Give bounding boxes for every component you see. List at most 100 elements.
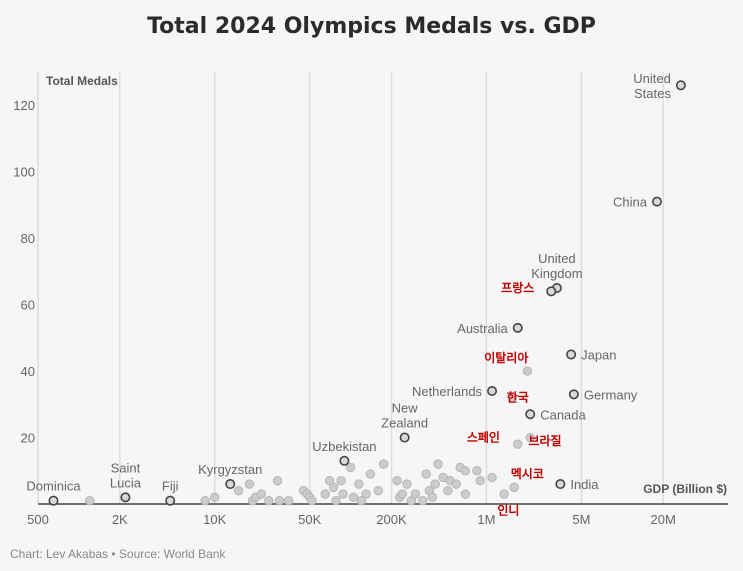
country-point [430, 479, 440, 489]
country-label: Germany [584, 387, 638, 402]
country-label: Japan [581, 347, 616, 362]
labeled-country-point [546, 286, 557, 297]
highlight-label: 프랑스 [501, 281, 534, 295]
country-point [513, 439, 523, 449]
data-points [48, 80, 686, 506]
labeled-country-point [525, 409, 536, 420]
labeled-country-point [566, 349, 577, 360]
country-point [410, 489, 421, 499]
highlight-label: 브라질 [528, 433, 561, 448]
point-labels: United States China United Kingdom Australia J… [26, 71, 671, 518]
x-tick-label: 50K [298, 512, 321, 527]
x-tick-label: 200K [376, 512, 407, 527]
country-point [378, 459, 389, 469]
country-point [418, 495, 428, 506]
country-point [460, 489, 471, 499]
country-label: Australia [457, 321, 508, 336]
country-point [487, 472, 497, 483]
country-point [373, 486, 384, 496]
country-point [331, 495, 341, 506]
x-axis-title: GDP (Billion $) [643, 482, 727, 496]
country-label: Canada [540, 407, 586, 422]
country-point [272, 476, 283, 486]
country-point [244, 479, 255, 489]
x-tick-label: 10K [203, 512, 226, 527]
country-label: China [613, 195, 648, 210]
country-label: Uzbekistan [312, 439, 376, 454]
country-point [336, 476, 346, 486]
country-point [507, 392, 517, 403]
country-point [402, 479, 412, 489]
country-label: Netherlands [412, 384, 483, 399]
country-point [348, 492, 359, 503]
country-point [499, 489, 509, 499]
chart-title: Total 2024 Olympics Medals vs. GDP [147, 14, 596, 39]
country-label: United Kingdom [531, 251, 582, 281]
labeled-country-point [568, 389, 579, 400]
country-point [307, 495, 317, 506]
labeled-country-point [555, 479, 566, 490]
country-point [472, 466, 482, 476]
country-point [264, 495, 274, 506]
country-point [324, 476, 335, 486]
country-point [338, 489, 348, 499]
labeled-country-point [48, 495, 59, 506]
country-point [328, 482, 339, 493]
country-point [406, 495, 417, 506]
country-point [451, 479, 462, 489]
country-point [274, 495, 285, 506]
y-tick-label: 60 [21, 298, 35, 313]
country-point [433, 459, 443, 469]
country-label: New Zealand [381, 401, 428, 431]
labeled-country-point [675, 80, 686, 91]
country-point [356, 495, 367, 506]
labeled-country-point [487, 386, 498, 397]
country-label: Dominica [26, 479, 81, 494]
labeled-country-point [512, 322, 523, 333]
x-tick-label: 2K [112, 512, 128, 527]
x-tick-label: 500 [27, 512, 49, 527]
labeled-country-point [399, 432, 410, 443]
country-label: Fiji [162, 479, 179, 494]
country-point [443, 486, 453, 496]
y-tick-label: 80 [21, 231, 35, 246]
country-point [397, 489, 407, 499]
highlight-label: 이탈리아 [484, 350, 528, 365]
country-point [365, 469, 376, 479]
country-point [509, 482, 519, 493]
country-point [460, 466, 471, 476]
country-point [392, 476, 402, 486]
y-tick-label: 40 [21, 364, 35, 379]
country-label: Saint Lucia [110, 460, 142, 490]
country-point [320, 489, 330, 499]
highlight-label: 멕시코 [511, 466, 544, 481]
x-tick-label: 20M [651, 512, 676, 527]
country-point [525, 432, 535, 443]
y-tick-label: 100 [13, 165, 35, 180]
axis-ticks: 500 2K 10K 50K 200K 1M 5M 20M 20 40 60 80 100 120 [13, 98, 676, 527]
highlight-label: 인니 [497, 503, 519, 518]
y-tick-label: 120 [13, 98, 35, 113]
highlight-label: 한국 [507, 390, 529, 405]
labeled-country-point [339, 455, 350, 466]
chart-footer: Chart: Lev Akabas • Source: World Bank [10, 547, 226, 561]
y-axis-title: Total Medals [46, 74, 118, 88]
country-point [200, 495, 210, 506]
country-point [256, 489, 266, 499]
country-point [345, 462, 356, 473]
labeled-country-point [120, 492, 131, 503]
country-point [210, 492, 220, 503]
country-point [361, 489, 371, 499]
country-label: Kyrgyzstan [198, 462, 262, 477]
labeled-country-point [165, 495, 176, 506]
country-point [233, 486, 244, 496]
country-label: United States [633, 71, 671, 101]
grid-lines [37, 72, 664, 504]
country-point [522, 366, 533, 376]
labeled-country-point [225, 479, 236, 490]
x-tick-label: 5M [572, 512, 590, 527]
labeled-country-point [651, 196, 662, 207]
country-point [283, 495, 294, 506]
highlight-label: 스페인 [467, 430, 500, 445]
